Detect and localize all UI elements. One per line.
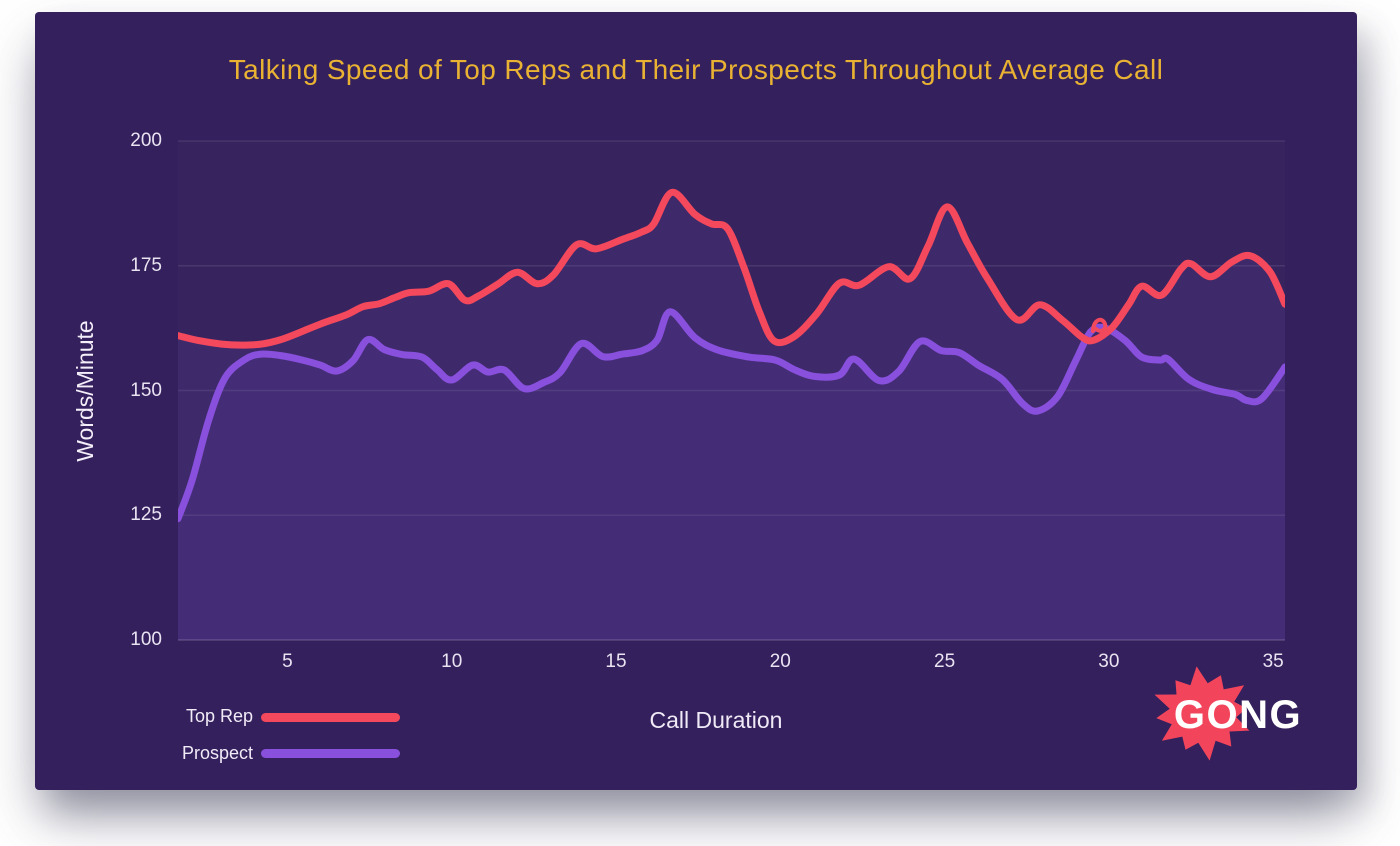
prospect-area xyxy=(178,311,1285,640)
x-tick-label-25: 25 xyxy=(934,651,956,672)
gong-logo: GONG xyxy=(1154,666,1302,761)
x-tick-label-30: 30 xyxy=(1098,651,1120,672)
y-axis-title: Words/Minute xyxy=(72,320,98,462)
gong-starburst-icon xyxy=(1154,666,1250,761)
line-chart-plot xyxy=(178,140,1285,641)
top-rep-area xyxy=(178,192,1285,640)
gong-logo-text: GONG xyxy=(1174,693,1302,737)
chart-title: Talking Speed of Top Reps and Their Pros… xyxy=(228,54,1164,85)
legend-swatch-top-rep xyxy=(261,713,400,722)
top-rep-line xyxy=(178,188,1285,349)
legend-label-top-rep: Top Rep xyxy=(185,706,253,726)
x-tick-label-20: 20 xyxy=(769,651,791,672)
y-tick-label-150: 150 xyxy=(130,379,162,401)
red-line-artifact xyxy=(1091,317,1108,333)
x-tick-label-5: 5 xyxy=(282,651,293,672)
x-tick-label-10: 10 xyxy=(441,651,463,672)
y-tick-label-100: 100 xyxy=(130,629,162,650)
legend-swatch-prospect xyxy=(261,749,400,758)
legend-label-prospect: Prospect xyxy=(181,743,253,763)
x-axis-title: Call Duration xyxy=(649,707,783,733)
y-tick-label-175: 175 xyxy=(130,254,162,276)
x-tick-label-15: 15 xyxy=(605,651,627,672)
x-tick-label-35: 35 xyxy=(1262,651,1284,672)
y-tick-label-125: 125 xyxy=(130,504,162,526)
chart-card xyxy=(35,12,1357,790)
y-tick-label-200: 200 xyxy=(130,130,162,151)
